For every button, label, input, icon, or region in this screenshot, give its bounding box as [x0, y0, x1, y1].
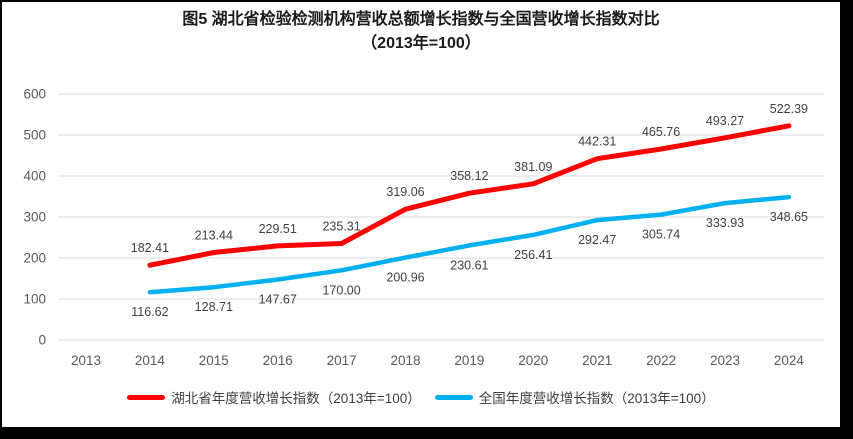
legend-label-hubei: 湖北省年度营收增长指数（2013年=100） [171, 391, 421, 406]
x-axis-tick-label: 2017 [327, 353, 357, 368]
data-label: 182.41 [131, 241, 169, 255]
x-axis-tick-label: 2023 [710, 353, 740, 368]
x-axis-tick-label: 2014 [135, 353, 166, 368]
x-axis-tick-label: 2024 [774, 353, 805, 368]
data-label: 522.39 [770, 102, 808, 116]
data-label: 213.44 [195, 228, 233, 242]
data-label: 292.47 [578, 233, 616, 247]
data-label: 348.65 [770, 210, 808, 224]
y-axis-tick-label: 200 [23, 251, 46, 266]
line-chart-plot-area: 0 100 200 300 400 500 600 2013 2014 2015 2016 2017 2… [23, 87, 824, 368]
data-label: 170.00 [322, 283, 360, 297]
chart-title-line1: 图5 湖北省检验检测机构营收总额增长指数与全国营收增长指数对比 [182, 11, 660, 28]
legend-item-national: 全国年度营收增长指数（2013年=100） [434, 387, 715, 407]
y-axis-tick-label: 500 [23, 128, 46, 143]
legend-label-national: 全国年度营收增长指数（2013年=100） [478, 391, 715, 406]
data-label: 319.06 [386, 185, 424, 199]
y-axis-tick-label: 100 [23, 292, 46, 307]
y-axis-tick-label: 300 [23, 210, 46, 225]
data-label: 147.67 [259, 292, 297, 306]
data-label: 200.96 [386, 271, 424, 285]
chart-legend: 湖北省年度营收增长指数（2013年=100） 全国年度营收增长指数（2013年=… [2, 384, 840, 410]
series-line-1 [147, 194, 792, 295]
hubei-series-swatch-icon [127, 394, 166, 400]
y-axis-tick-label: 400 [23, 169, 46, 184]
y-axis-tick-label: 600 [23, 87, 46, 102]
x-axis-tick-label: 2013 [71, 353, 101, 368]
data-label: 116.62 [131, 305, 168, 319]
x-axis-tick-label: 2020 [518, 353, 548, 368]
data-label: 381.09 [514, 160, 552, 174]
legend-item-hubei: 湖北省年度营收增长指数（2013年=100） [127, 387, 421, 407]
x-axis-tick-label: 2018 [390, 353, 420, 368]
chart-title: 图5 湖北省检验检测机构营收总额增长指数与全国营收增长指数对比 （2013年=1… [2, 8, 840, 56]
data-label: 235.31 [322, 220, 360, 234]
national-series-swatch-icon [434, 394, 473, 400]
x-axis-tick-label: 2019 [454, 353, 484, 368]
x-axis-tick-label: 2022 [646, 353, 676, 368]
chart-title-line2: （2013年=100） [361, 35, 481, 52]
data-label: 442.31 [578, 135, 616, 149]
x-axis-tick-label: 2021 [582, 353, 612, 368]
data-label: 256.41 [514, 248, 552, 262]
data-label: 333.93 [706, 216, 744, 230]
x-axis-tick-label: 2016 [263, 353, 293, 368]
data-label: 229.51 [259, 222, 297, 236]
series-line-0 [147, 123, 792, 268]
data-label: 230.61 [450, 258, 488, 272]
data-label: 358.12 [450, 169, 488, 183]
data-label: 465.76 [642, 125, 680, 139]
data-label: 305.74 [642, 228, 680, 242]
data-label: 493.27 [706, 114, 744, 128]
y-axis-tick-label: 0 [38, 333, 46, 348]
x-axis-tick-label: 2015 [199, 353, 229, 368]
data-label: 128.71 [195, 300, 233, 314]
